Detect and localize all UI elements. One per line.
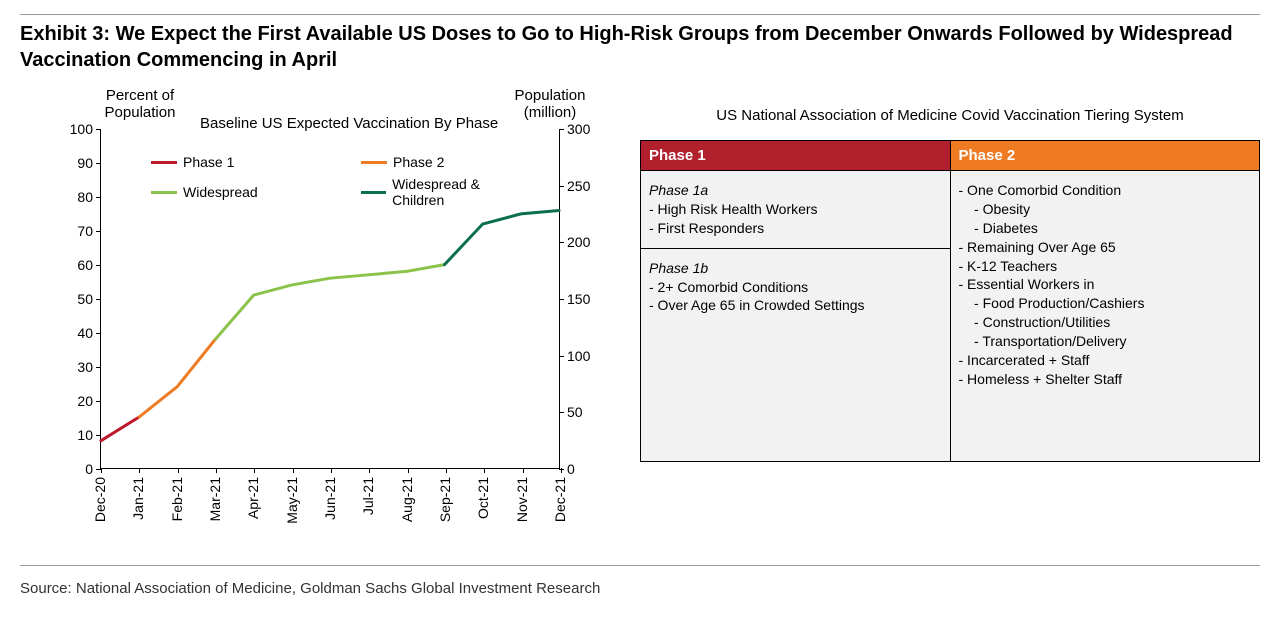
legend-item: Phase 1	[151, 154, 321, 170]
tiering-table: Phase 1Phase 1a- High Risk Health Worker…	[640, 140, 1260, 462]
tier-header: Phase 2	[951, 141, 1260, 171]
series-line	[445, 210, 560, 264]
y-left-tick: 70	[63, 223, 93, 239]
x-tick-label: Feb-21	[169, 477, 185, 521]
legend-swatch	[151, 161, 177, 164]
y-right-tick: 300	[567, 121, 607, 137]
x-tick-label: Aug-21	[399, 477, 415, 522]
y-left-tick: 40	[63, 325, 93, 341]
series-line	[216, 265, 445, 339]
legend-item: Widespread & Children	[361, 176, 531, 208]
y-left-tick: 100	[63, 121, 93, 137]
tier-subtitle: Phase 1b	[649, 259, 942, 278]
x-tick-label: Jul-21	[360, 477, 376, 515]
y-left-label: Percent of Population	[90, 87, 190, 121]
chart-panel: Percent of Population Population (millio…	[20, 87, 620, 547]
y-right-tick: 50	[567, 404, 607, 420]
x-tick-label: Jun-21	[322, 477, 338, 520]
y-right-tick: 200	[567, 234, 607, 250]
tier-line: - 2+ Comorbid Conditions	[649, 278, 942, 297]
x-tick-label: Dec-21	[552, 477, 568, 522]
legend-item: Widespread	[151, 176, 321, 208]
x-tick-label: Apr-21	[245, 477, 261, 519]
tier-line: - One Comorbid Condition	[959, 181, 1252, 200]
exhibit-title: Exhibit 3: We Expect the First Available…	[20, 21, 1260, 73]
chart-plot: Phase 1 Phase 2 Widespread Widespread & Chi…	[100, 129, 560, 469]
tier-line: - High Risk Health Workers	[649, 200, 942, 219]
x-tick-label: Dec-20	[92, 477, 108, 522]
series-line	[139, 339, 215, 417]
legend-label: Widespread & Children	[392, 176, 531, 208]
tier-line: - Diabetes	[959, 219, 1252, 238]
x-tick-label: May-21	[284, 477, 300, 524]
tier-line: - Remaining Over Age 65	[959, 238, 1252, 257]
x-tick-label: Nov-21	[514, 477, 530, 522]
tier-line: - Over Age 65 in Crowded Settings	[649, 296, 942, 315]
legend-swatch	[151, 191, 177, 194]
y-right-tick: 100	[567, 348, 607, 364]
tiering-title: US National Association of Medicine Covi…	[640, 107, 1260, 124]
tier-line: - Homeless + Shelter Staff	[959, 370, 1252, 389]
tier-line: - Incarcerated + Staff	[959, 351, 1252, 370]
x-tick-label: Mar-21	[207, 477, 223, 521]
x-tick-label: Jan-21	[130, 477, 146, 520]
y-left-tick: 20	[63, 393, 93, 409]
y-left-tick: 90	[63, 155, 93, 171]
tier-body: Phase 1a- High Risk Health Workers- Firs…	[641, 171, 950, 461]
tier-line: - Construction/Utilities	[959, 313, 1252, 332]
tier-header: Phase 1	[641, 141, 950, 171]
tier-line: - Transportation/Delivery	[959, 332, 1252, 351]
y-left-tick: 30	[63, 359, 93, 375]
legend-label: Phase 1	[183, 154, 234, 170]
legend-swatch	[361, 161, 387, 164]
tier-line: - First Responders	[649, 219, 942, 238]
legend-label: Phase 2	[393, 154, 444, 170]
y-left-tick: 10	[63, 427, 93, 443]
tier-line: - Essential Workers in	[959, 275, 1252, 294]
legend-swatch	[361, 191, 386, 194]
series-line	[101, 417, 139, 441]
tiering-panel: US National Association of Medicine Covi…	[640, 87, 1260, 462]
y-right-tick: 250	[567, 178, 607, 194]
legend-item: Phase 2	[361, 154, 531, 170]
y-right-label: Population (million)	[500, 87, 600, 121]
source-text: Source: National Association of Medicine…	[20, 580, 1260, 597]
y-left-tick: 60	[63, 257, 93, 273]
x-tick-label: Oct-21	[475, 477, 491, 519]
y-left-tick: 80	[63, 189, 93, 205]
tier-body: - One Comorbid Condition - Obesity - Dia…	[951, 171, 1260, 461]
y-right-tick: 150	[567, 291, 607, 307]
tier-line: - K-12 Teachers	[959, 257, 1252, 276]
legend-label: Widespread	[183, 184, 258, 200]
tier-line: - Obesity	[959, 200, 1252, 219]
chart-legend: Phase 1 Phase 2 Widespread Widespread & Chi…	[151, 154, 531, 214]
tier-line: - Food Production/Cashiers	[959, 294, 1252, 313]
x-tick-label: Sep-21	[437, 477, 453, 522]
tier-subtitle: Phase 1a	[649, 181, 942, 200]
y-left-tick: 50	[63, 291, 93, 307]
y-right-tick: 0	[567, 461, 607, 477]
y-left-tick: 0	[63, 461, 93, 477]
